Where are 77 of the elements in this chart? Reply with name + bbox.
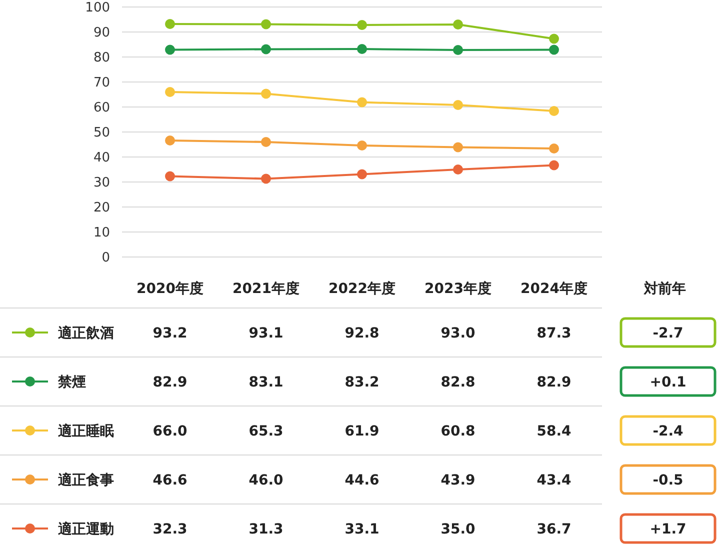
y-tick-label: 100	[85, 0, 110, 16]
data-label: 92.8	[344, 325, 380, 342]
data-label: 65.3	[248, 423, 284, 440]
data-label: 82.9	[152, 374, 188, 390]
y-tick-label: 80	[93, 50, 110, 66]
point	[453, 164, 463, 174]
y-tick-label: 50	[93, 126, 110, 141]
text: -0.5	[652, 472, 684, 488]
y-tick-label: 10	[93, 226, 110, 241]
data-label: 66.0	[152, 423, 188, 440]
point	[165, 19, 175, 29]
point	[165, 44, 175, 55]
x-tick-label: 2021年度	[232, 280, 300, 297]
legend-label: 禁煙	[57, 374, 86, 390]
point	[453, 20, 463, 30]
data-label: 31.3	[248, 521, 284, 538]
data-label: 82.9	[536, 374, 572, 390]
y-tick-label: 30	[93, 176, 110, 191]
x-tick-label: 2024年度	[520, 280, 588, 297]
y-tick-label: 40	[93, 150, 110, 166]
data-label: 60.8	[440, 423, 476, 440]
y-tick-label: 60	[93, 100, 110, 116]
point	[357, 44, 367, 54]
x-tick-label: 2022年度	[328, 280, 396, 297]
point	[165, 136, 175, 146]
data-label: 43.4	[536, 472, 572, 488]
point	[453, 45, 463, 55]
point	[357, 20, 367, 30]
data-label: 46.6	[152, 472, 188, 488]
y-tick-label: 0	[102, 250, 110, 266]
data-label: 82.8	[440, 374, 476, 390]
y-tick-label: 90	[93, 26, 110, 41]
text: -2.7	[652, 325, 684, 342]
data-label: 44.6	[344, 472, 380, 488]
point	[357, 97, 367, 108]
point	[549, 44, 559, 55]
data-label: 83.1	[248, 374, 284, 390]
data-label: 36.7	[536, 521, 572, 538]
point	[165, 171, 175, 182]
text: +0.1	[650, 374, 686, 390]
text: +1.7	[650, 521, 686, 538]
point	[261, 88, 271, 99]
data-label: 58.4	[536, 423, 572, 440]
data-label: 83.2	[344, 374, 380, 390]
legend-label: 適正運動	[57, 520, 114, 538]
point	[261, 174, 271, 184]
legend-label: 適正食事	[57, 471, 114, 488]
text: 対前年	[643, 280, 686, 297]
point	[165, 87, 175, 97]
data-label: 35.0	[440, 521, 476, 538]
point	[261, 19, 271, 30]
data-label: 93.1	[248, 325, 284, 342]
x-tick-label: 2020年度	[136, 280, 204, 297]
point	[357, 169, 367, 180]
legend-label: 適正飲酒	[57, 324, 114, 342]
point	[549, 106, 559, 116]
data-label: 33.1	[344, 521, 380, 538]
point	[549, 160, 559, 170]
data-label: 93.2	[152, 325, 188, 342]
data-label: 43.9	[440, 472, 476, 488]
text: -2.4	[652, 423, 684, 440]
x-tick-label: 2023年度	[424, 280, 492, 297]
point	[549, 34, 559, 44]
y-tick-label: 70	[93, 76, 110, 91]
data-label: 93.0	[440, 325, 476, 342]
data-label: 46.0	[248, 472, 284, 488]
data-label: 87.3	[536, 325, 572, 342]
point	[261, 44, 271, 54]
point	[453, 100, 463, 110]
point	[357, 140, 367, 150]
y-tick-label: 20	[93, 200, 110, 216]
point	[549, 144, 559, 154]
point	[261, 137, 271, 147]
data-label: 61.9	[344, 423, 380, 440]
legend-label: 適正睡眠	[57, 422, 114, 440]
point	[453, 142, 463, 152]
data-label: 32.3	[152, 521, 188, 538]
